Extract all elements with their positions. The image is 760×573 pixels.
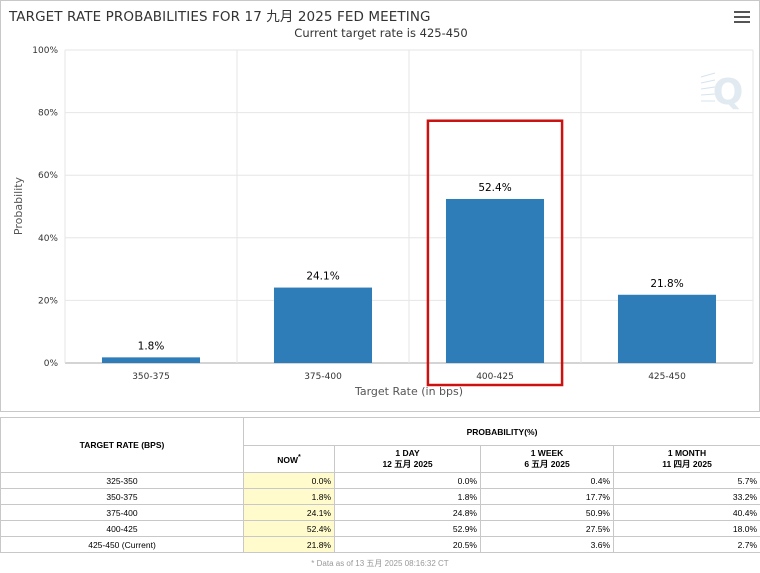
cell-rate: 375-400 bbox=[0, 504, 244, 521]
cell-month: 5.7% bbox=[612, 472, 760, 489]
data-label-350-375: 1.8% bbox=[138, 340, 165, 352]
cell-week: 3.6% bbox=[480, 536, 614, 553]
cell-now: 0.0% bbox=[243, 472, 335, 489]
period-date: 12 五月 2025 bbox=[382, 459, 433, 469]
data-label-425-450: 21.8% bbox=[650, 278, 683, 290]
bar-350-375 bbox=[101, 357, 201, 363]
cell-now: 21.8% bbox=[243, 536, 335, 553]
probability-table: TARGET RATE (BPS) PROBABILITY(%) NOW* 1 D… bbox=[0, 417, 760, 553]
period-date: 11 四月 2025 bbox=[662, 459, 712, 469]
cell-week: 27.5% bbox=[480, 520, 614, 537]
bar-425-450 bbox=[617, 294, 717, 363]
hamburger-menu-icon[interactable] bbox=[734, 11, 750, 23]
cell-rate: 425-450 (Current) bbox=[0, 536, 244, 553]
cell-month: 33.2% bbox=[612, 488, 760, 505]
rate-column-header: TARGET RATE (BPS) bbox=[0, 417, 244, 473]
period-header-0: NOW* bbox=[243, 445, 335, 473]
y-tick-label: 80% bbox=[38, 109, 58, 119]
bar-375-400 bbox=[273, 287, 373, 363]
x-axis-title: Target Rate (in bps) bbox=[354, 385, 463, 398]
x-axis-ticks: 350-375 375-400 400-425 425-450 bbox=[132, 372, 686, 382]
cell-day: 0.0% bbox=[334, 472, 481, 489]
watermark-text: Q bbox=[713, 72, 744, 113]
x-tick-label-375-400: 375-400 bbox=[304, 372, 342, 382]
table-row: 350-375 1.8% 1.8% 17.7% 33.2% bbox=[0, 488, 760, 505]
period-header-2: 1 WEEK 6 五月 2025 bbox=[480, 445, 614, 473]
cell-day: 52.9% bbox=[334, 520, 481, 537]
bar-400-425 bbox=[445, 198, 545, 363]
y-tick-label: 100% bbox=[32, 46, 58, 56]
highlight-box bbox=[426, 119, 564, 387]
table-row: 400-425 52.4% 52.9% 27.5% 18.0% bbox=[0, 520, 760, 537]
y-tick-label: 40% bbox=[38, 234, 58, 244]
y-axis-title: Probability bbox=[12, 176, 25, 235]
period-label: 1 MONTH bbox=[667, 448, 707, 458]
table-body: 325-350 0.0% 0.0% 0.4% 5.7% 350-375 1.8% 1.8% 17… bbox=[0, 472, 760, 553]
cell-day: 20.5% bbox=[334, 536, 481, 553]
cell-week: 50.9% bbox=[480, 504, 614, 521]
bar-chart: Q 0% 20% 40% 60% 80% 100% 1.8% 24.1% 52.4% 21.8%… bbox=[12, 46, 754, 398]
cell-now: 52.4% bbox=[243, 520, 335, 537]
cell-week: 17.7% bbox=[480, 488, 614, 505]
cell-month: 18.0% bbox=[612, 520, 760, 537]
cell-month: 2.7% bbox=[612, 536, 760, 553]
x-tick-label-400-425: 400-425 bbox=[476, 372, 514, 382]
cell-rate: 350-375 bbox=[0, 488, 244, 505]
cell-now: 24.1% bbox=[243, 504, 335, 521]
data-label-375-400: 24.1% bbox=[306, 271, 339, 283]
cell-rate: 325-350 bbox=[0, 472, 244, 489]
bar-layer bbox=[101, 198, 717, 363]
chart-subtitle: Current target rate is 425-450 bbox=[294, 26, 468, 40]
period-label: 1 DAY bbox=[395, 448, 420, 458]
period-header-3: 1 MONTH 11 四月 2025 bbox=[612, 445, 760, 473]
chart-title: TARGET RATE PROBABILITIES FOR 17 九月 2025… bbox=[9, 9, 431, 25]
period-label: 1 WEEK bbox=[530, 448, 564, 458]
cell-day: 1.8% bbox=[334, 488, 481, 505]
cell-now: 1.8% bbox=[243, 488, 335, 505]
probability-column-header: PROBABILITY(%) bbox=[242, 417, 760, 446]
data-label-400-425: 52.4% bbox=[478, 182, 511, 194]
y-tick-label: 20% bbox=[38, 296, 58, 306]
y-tick-label: 0% bbox=[44, 359, 59, 369]
period-header-1: 1 DAY 12 五月 2025 bbox=[334, 445, 481, 473]
cell-month: 40.4% bbox=[612, 504, 760, 521]
asterisk-mark: * bbox=[298, 453, 301, 462]
period-header-row: NOW* 1 DAY 12 五月 2025 1 WEEK 6 五月 2025 1 MONT… bbox=[1, 445, 760, 473]
y-tick-label: 60% bbox=[38, 171, 58, 181]
watermark-logo: Q bbox=[700, 72, 744, 113]
cell-day: 24.8% bbox=[334, 504, 481, 521]
x-tick-label-425-450: 425-450 bbox=[648, 372, 686, 382]
period-date: 6 五月 2025 bbox=[524, 459, 570, 469]
table-row: 425-450 (Current) 21.8% 20.5% 3.6% 2.7% bbox=[0, 536, 760, 553]
chart-panel: TARGET RATE PROBABILITIES FOR 17 九月 2025… bbox=[0, 0, 760, 412]
cell-rate: 400-425 bbox=[0, 520, 244, 537]
y-axis-ticks: 0% 20% 40% 60% 80% 100% bbox=[32, 46, 58, 369]
table-row: 375-400 24.1% 24.8% 50.9% 40.4% bbox=[0, 504, 760, 521]
footnote: * Data as of 13 五月 2025 08:16:32 CT bbox=[311, 559, 449, 568]
table-row: 325-350 0.0% 0.0% 0.4% 5.7% bbox=[0, 472, 760, 489]
x-tick-label-350-375: 350-375 bbox=[132, 372, 170, 382]
cell-week: 0.4% bbox=[480, 472, 614, 489]
data-label-layer: 1.8% 24.1% 52.4% 21.8% bbox=[138, 182, 684, 352]
period-label: NOW* bbox=[277, 453, 301, 465]
